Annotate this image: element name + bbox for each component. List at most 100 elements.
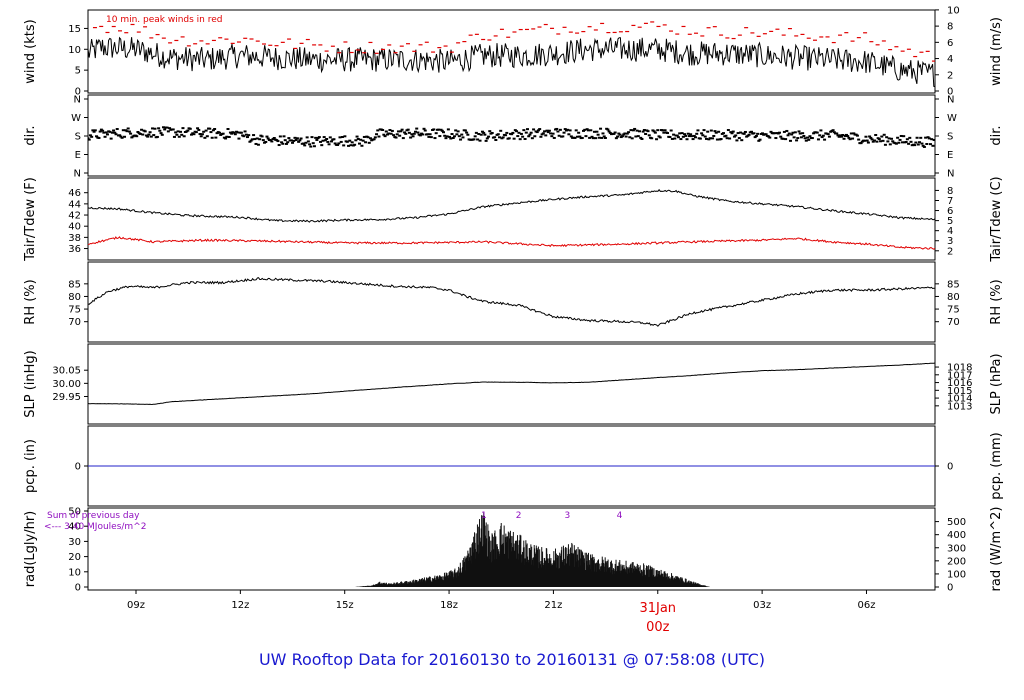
y-axis-label: pcp. (in) bbox=[23, 439, 38, 493]
y-axis-label-right: dir. bbox=[989, 125, 1004, 145]
y-tick-label: 30 bbox=[68, 537, 81, 548]
y-tick-label-right: 10 bbox=[947, 5, 960, 16]
y-axis-label-right: Tair/Tdew (C) bbox=[989, 176, 1004, 262]
slp-line bbox=[88, 362, 935, 406]
y-tick-label: 29.95 bbox=[52, 392, 81, 403]
plot-area bbox=[88, 126, 935, 148]
time-tick-label: 03z bbox=[753, 600, 771, 611]
rad-marker-label: 1 bbox=[481, 511, 487, 521]
panel-frame bbox=[87, 343, 936, 425]
y-axis-label: SLP (inHg) bbox=[23, 350, 38, 418]
y-tick-label-right: 400 bbox=[947, 530, 966, 541]
time-tick-label: 15z bbox=[336, 600, 354, 611]
time-tick-label: 12z bbox=[231, 600, 249, 611]
y-tick-label: 85 bbox=[68, 279, 81, 290]
plot-area bbox=[88, 277, 935, 327]
y-tick-label: 0 bbox=[75, 87, 81, 98]
dew-temp-line bbox=[88, 236, 935, 250]
rad-note-line2: <--- 3.40 MJoules/m^2 bbox=[44, 522, 146, 532]
rad-marker-label: 2 bbox=[516, 511, 522, 521]
panel-frame bbox=[87, 507, 936, 591]
panel-frame bbox=[87, 261, 936, 343]
y-tick-label-right: 1015 bbox=[947, 386, 972, 397]
y-tick-label-right: 1014 bbox=[947, 394, 972, 405]
rad-note-line1: Sum of previous day bbox=[47, 511, 140, 521]
time-tick-label: 06z bbox=[857, 600, 875, 611]
panel-wind: 0 5 10 15 0 2 4 6 8 10 wind (kts) wind (m/s) 10 min.… bbox=[23, 5, 1004, 97]
y-tick-label-right: 0 bbox=[947, 462, 953, 473]
y-tick-label: 10 bbox=[68, 567, 81, 578]
y-axis-label: wind (kts) bbox=[23, 19, 38, 83]
y-tick-label-right: N bbox=[947, 169, 954, 180]
time-tick-label: 31Jan bbox=[639, 601, 676, 616]
panel-frame bbox=[87, 94, 936, 177]
y-tick-label: S bbox=[75, 132, 81, 143]
y-axis-label-right: rad (W/m^2) bbox=[989, 507, 1004, 592]
panel-frame bbox=[87, 177, 936, 261]
page-title: UW Rooftop Data for 20160130 to 20160131… bbox=[258, 650, 766, 669]
y-axis-label: rad(Lgly/hr) bbox=[23, 511, 38, 587]
time-tick-label-2: 00z bbox=[646, 620, 670, 635]
plot-area bbox=[88, 188, 935, 250]
wind-annotation: 10 min. peak winds in red bbox=[106, 15, 223, 25]
time-tick-label: 09z bbox=[127, 600, 145, 611]
y-axis-label-right: RH (%) bbox=[989, 279, 1004, 324]
y-tick-label: 40 bbox=[68, 522, 81, 533]
y-tick-label: 80 bbox=[68, 292, 81, 303]
plot-area bbox=[88, 21, 935, 88]
y-axis-label: dir. bbox=[23, 125, 38, 145]
air-temp-line bbox=[88, 188, 935, 223]
y-tick-label-right: 2 bbox=[947, 246, 953, 257]
y-tick-label-right: 6 bbox=[947, 206, 953, 217]
y-tick-label: W bbox=[71, 113, 81, 124]
y-tick-label-right: 4 bbox=[947, 226, 953, 237]
y-tick-label: 5 bbox=[75, 66, 81, 77]
plot-area bbox=[88, 362, 935, 406]
y-tick-label-right: 80 bbox=[947, 292, 960, 303]
y-tick-label-right: 200 bbox=[947, 556, 966, 567]
y-tick-label: 0 bbox=[75, 583, 81, 594]
y-tick-label-right: W bbox=[947, 113, 957, 124]
y-tick-label: 30.00 bbox=[52, 379, 81, 390]
time-tick-label: 21z bbox=[544, 600, 562, 611]
y-axis-label-right: pcp. (mm) bbox=[989, 432, 1004, 499]
y-tick-label: 30.05 bbox=[52, 366, 81, 377]
y-tick-label-right: E bbox=[947, 150, 953, 161]
rad-marker-label: 3 bbox=[564, 511, 570, 521]
y-tick-label-right: 1018 bbox=[947, 363, 972, 374]
y-axis-label-right: wind (m/s) bbox=[989, 17, 1004, 86]
y-tick-label-right: 1017 bbox=[947, 370, 972, 381]
y-tick-label: N bbox=[74, 95, 81, 106]
y-tick-label: 36 bbox=[68, 244, 81, 255]
y-tick-label: 44 bbox=[68, 199, 81, 210]
y-tick-label: 15 bbox=[68, 24, 81, 35]
y-tick-label: 40 bbox=[68, 222, 81, 233]
y-axis-label-right: SLP (hPa) bbox=[989, 353, 1004, 414]
y-tick-label: 20 bbox=[68, 552, 81, 563]
y-tick-label: E bbox=[75, 150, 81, 161]
plot-area bbox=[355, 512, 711, 587]
y-tick-label-right: 3 bbox=[947, 236, 953, 247]
y-tick-label: 70 bbox=[68, 317, 81, 328]
y-tick-label: 46 bbox=[68, 188, 81, 199]
y-tick-label-right: 0 bbox=[947, 583, 953, 594]
y-tick-label-right: 70 bbox=[947, 317, 960, 328]
y-axis-label: Tair/Tdew (F) bbox=[23, 177, 38, 262]
y-tick-label-right: 7 bbox=[947, 196, 953, 207]
y-tick-label-right: 75 bbox=[947, 305, 960, 316]
y-tick-label-right: 100 bbox=[947, 569, 966, 580]
y-tick-label-right: 0 bbox=[947, 87, 953, 98]
y-tick-label-right: N bbox=[947, 95, 954, 106]
y-tick-label-right: 6 bbox=[947, 38, 953, 49]
y-tick-label-right: 8 bbox=[947, 186, 953, 197]
y-tick-label-right: 500 bbox=[947, 517, 966, 528]
y-tick-label-right: 1016 bbox=[947, 378, 972, 389]
rh-line bbox=[88, 277, 935, 327]
